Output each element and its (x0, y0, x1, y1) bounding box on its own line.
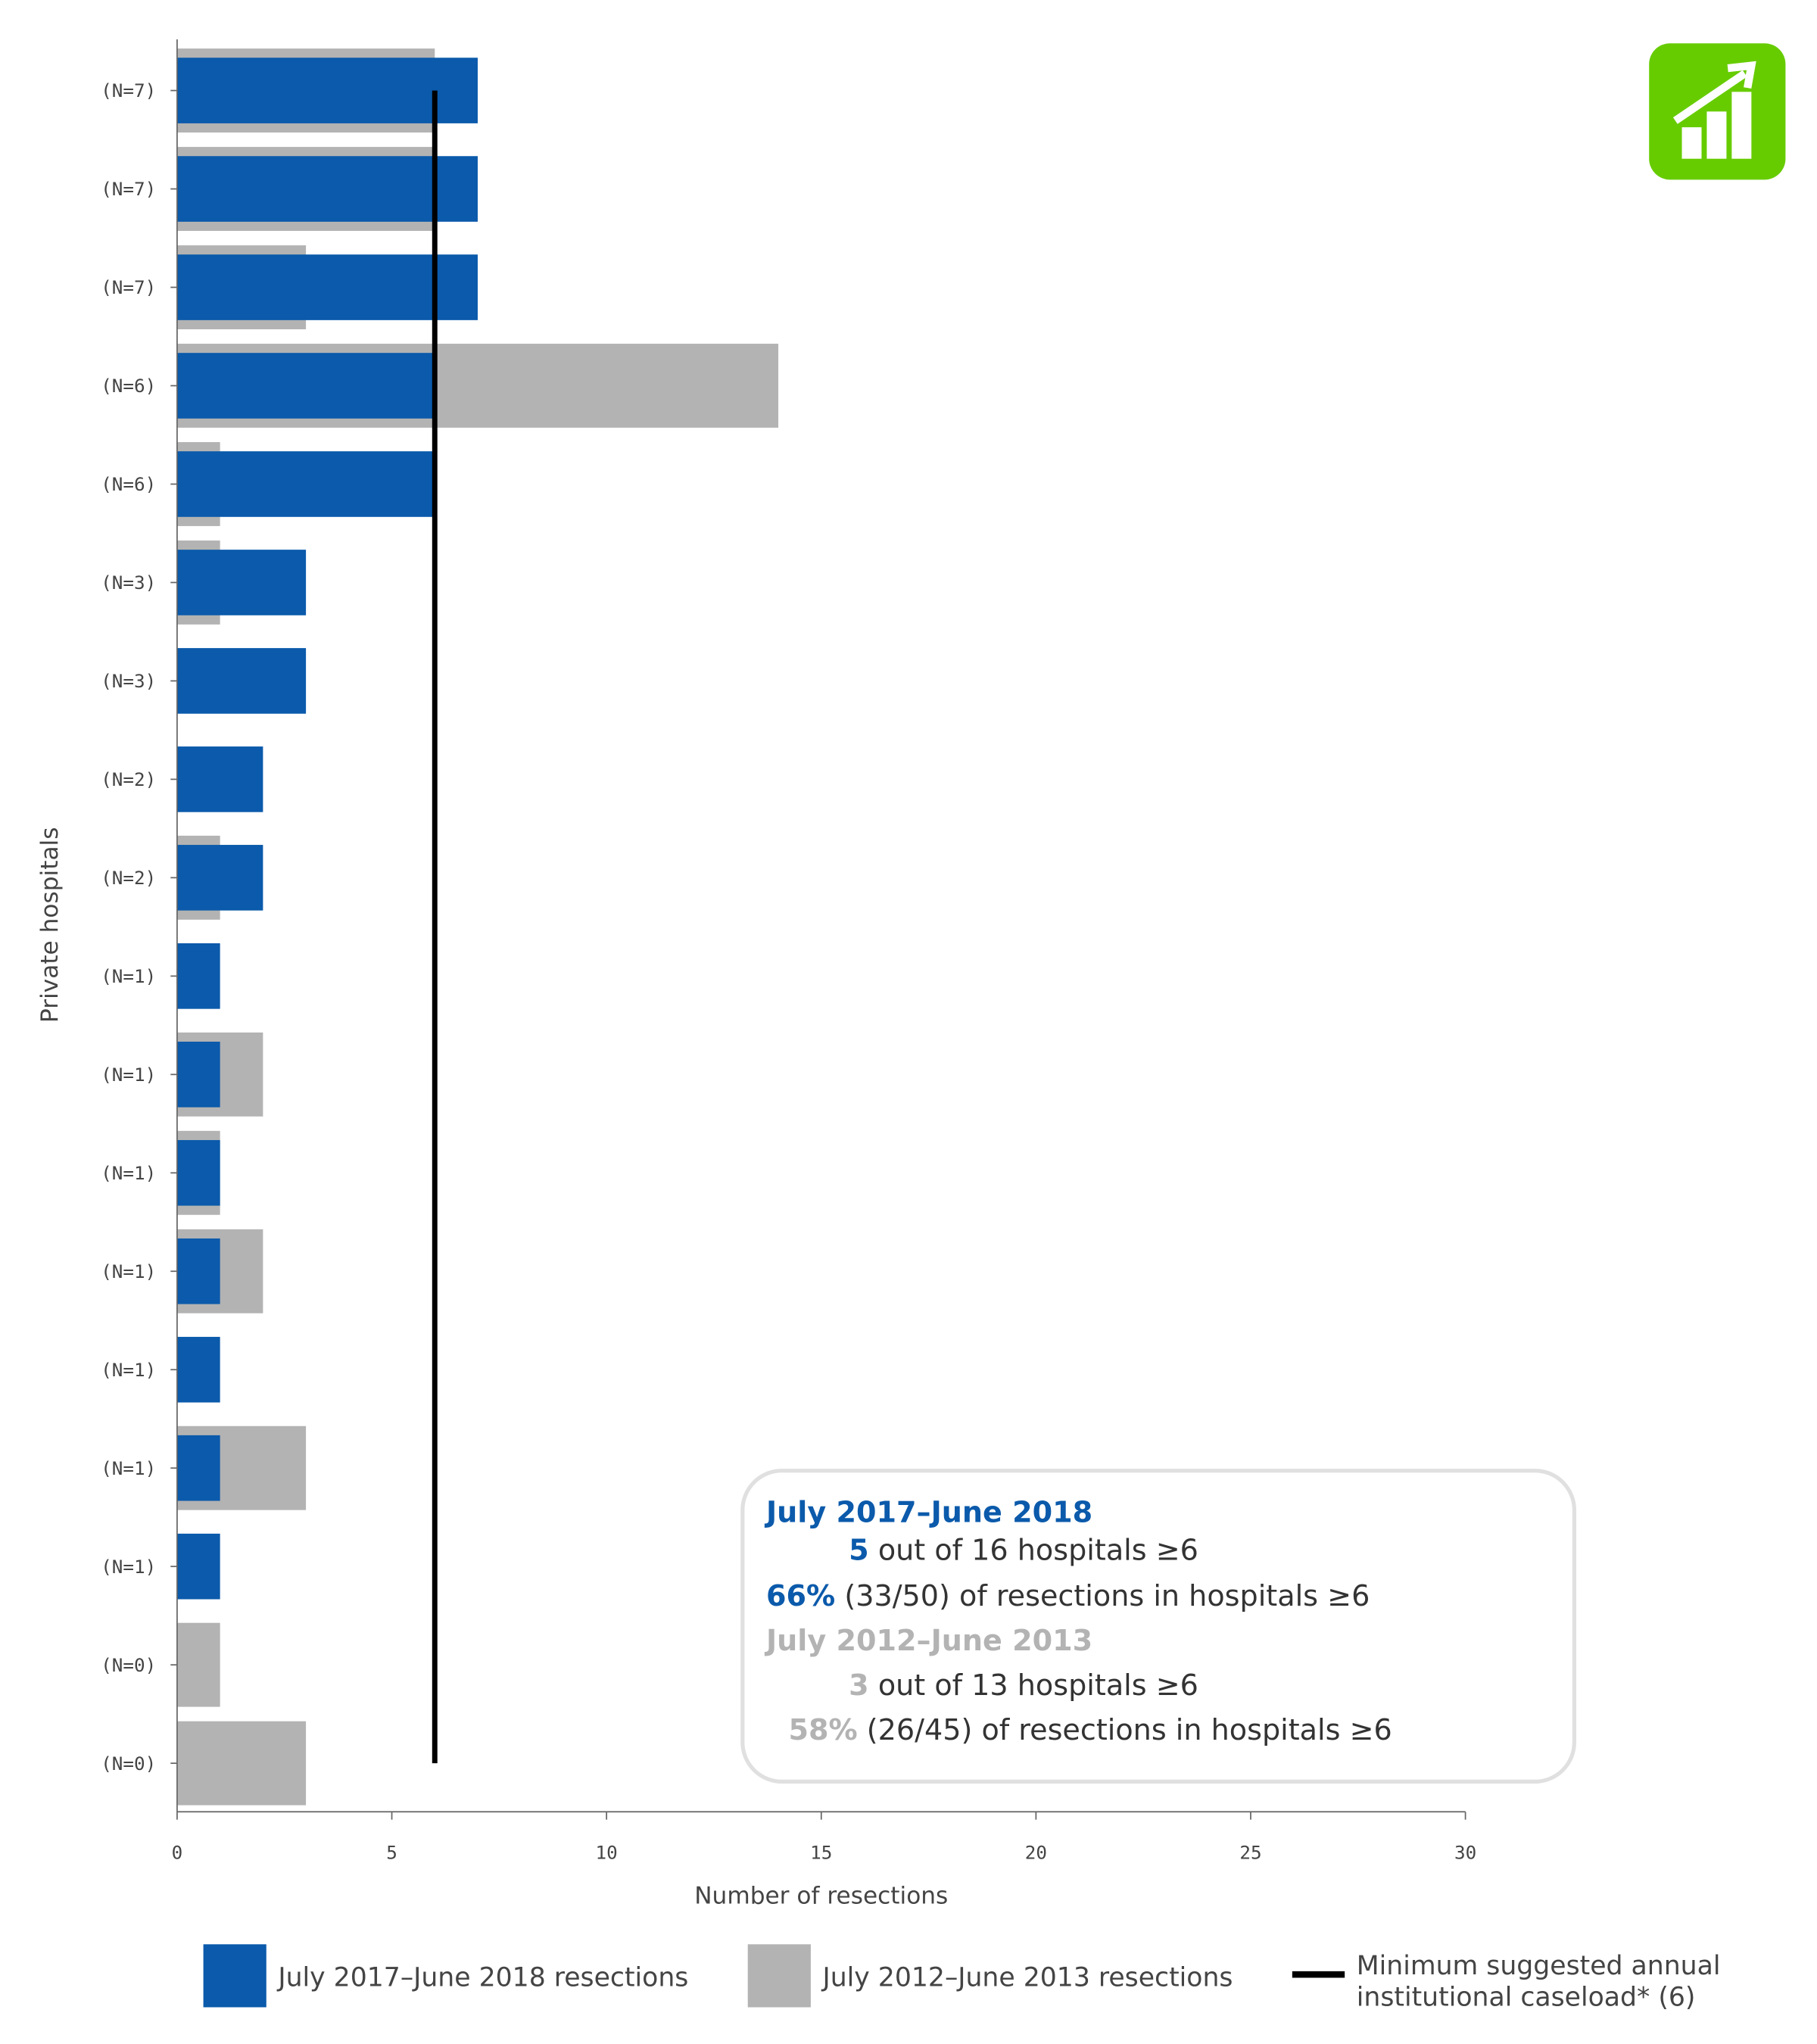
x-tick-label: 20 (1025, 1842, 1047, 1864)
trend-icon (1649, 43, 1786, 180)
y-tick-label: (N=1) (101, 1359, 156, 1381)
legend-swatch (203, 1944, 266, 2008)
summary-strong: July 2012–June 2013 (764, 1624, 1092, 1657)
bar (176, 58, 478, 123)
summary-text: (26/45) of resections in hospitals ≥6 (867, 1713, 1392, 1746)
y-tick-label: (N=3) (101, 670, 156, 692)
summary-text: out of 13 hospitals ≥6 (878, 1669, 1198, 1702)
bar (176, 943, 220, 1009)
x-tick-label: 5 (386, 1842, 397, 1864)
x-tick-label: 10 (596, 1842, 618, 1864)
summary-line: July 2012–June 2013 (764, 1624, 1092, 1657)
bar (176, 156, 478, 222)
y-tick-label: (N=7) (101, 276, 156, 298)
bar (176, 1336, 220, 1403)
bar (176, 845, 263, 911)
y-tick-label: (N=7) (101, 178, 156, 200)
y-tick-label: (N=1) (101, 965, 156, 987)
y-tick-label: (N=3) (101, 572, 156, 594)
summary-strong: 66% (766, 1579, 835, 1612)
legend-label: July 2012–June 2013 resections (821, 1963, 1233, 1993)
bar (176, 648, 307, 714)
bar (176, 1435, 220, 1501)
summary-strong: July 2017–June 2018 (764, 1495, 1092, 1528)
y-tick-label: (N=1) (101, 1260, 156, 1282)
bar (176, 1721, 307, 1806)
bar (176, 1041, 220, 1108)
summary-line: 66% (33/50) of resections in hospitals ≥6 (766, 1579, 1370, 1612)
summary-strong: 58% (788, 1713, 857, 1746)
x-tick-label: 15 (810, 1842, 832, 1864)
bar (176, 254, 478, 320)
summary-strong: 5 (849, 1534, 869, 1567)
y-tick-label: (N=6) (101, 375, 156, 397)
summary-strong: 3 (849, 1669, 869, 1702)
y-tick-label: (N=1) (101, 1162, 156, 1184)
bar (176, 746, 263, 812)
summary-line: 58% (26/45) of resections in hospitals ≥6 (788, 1713, 1392, 1746)
y-tick-label: (N=2) (101, 768, 156, 790)
y-tick-label: (N=0) (101, 1753, 156, 1774)
x-tick-label: 0 (172, 1842, 183, 1864)
summary-text: out of 16 hospitals ≥6 (878, 1534, 1198, 1567)
x-tick-label: 25 (1239, 1842, 1261, 1864)
bar (176, 550, 307, 615)
summary-box (740, 1469, 1577, 1784)
x-tick-label: 30 (1454, 1842, 1476, 1864)
y-tick-label: (N=2) (101, 867, 156, 889)
legend-label: Minimum suggested annual (1357, 1951, 1721, 1981)
y-axis-label: Private hospitals (36, 827, 64, 1023)
y-tick-label: (N=1) (101, 1457, 156, 1479)
bar (176, 1139, 220, 1206)
bar (176, 1622, 220, 1707)
y-tick-label: (N=6) (101, 473, 156, 495)
x-axis-label: Number of resections (694, 1883, 948, 1910)
y-tick-label: (N=1) (101, 1064, 156, 1086)
summary-text: (33/50) of resections in hospitals ≥6 (844, 1579, 1370, 1612)
legend-label: institutional caseload* (6) (1357, 1983, 1696, 2013)
summary-line: 5 out of 16 hospitals ≥6 (849, 1534, 1198, 1567)
legend-label: July 2017–June 2018 resections (276, 1963, 688, 1993)
y-tick-label: (N=0) (101, 1654, 156, 1676)
summary-line: 3 out of 13 hospitals ≥6 (849, 1669, 1198, 1702)
bar (176, 353, 435, 419)
y-tick-label: (N=7) (101, 79, 156, 101)
summary-line: July 2017–June 2018 (764, 1495, 1092, 1528)
bar (176, 451, 435, 517)
y-tick-label: (N=1) (101, 1556, 156, 1578)
bar (176, 1238, 220, 1304)
legend-swatch (747, 1944, 811, 2008)
bar (176, 1533, 220, 1600)
